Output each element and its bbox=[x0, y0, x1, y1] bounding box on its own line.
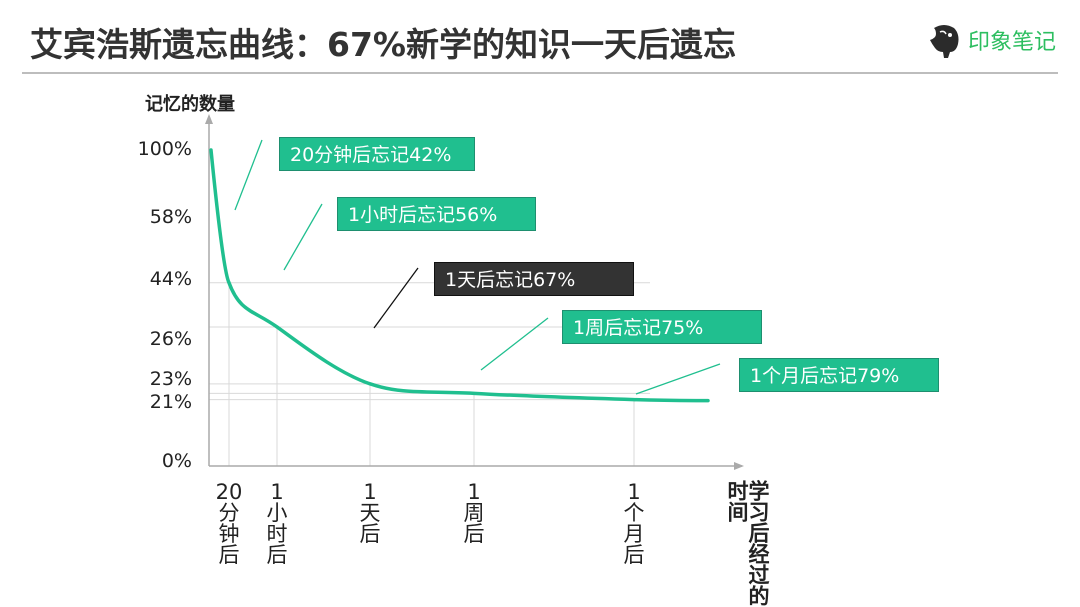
annotation-leader-line bbox=[234, 139, 263, 211]
y-tick-label: 44% bbox=[149, 268, 192, 290]
data-point bbox=[227, 281, 231, 285]
annotation-leader-line bbox=[480, 317, 549, 371]
annotation-leader-line bbox=[635, 363, 721, 395]
x-axis-arrow bbox=[734, 462, 744, 470]
y-tick-label: 0% bbox=[161, 450, 192, 472]
annotation-label: 1天后忘记67% bbox=[434, 262, 634, 296]
annotation-label: 1小时后忘记56% bbox=[337, 197, 536, 231]
annotation-leader-line bbox=[373, 267, 419, 329]
annotation-label: 1个月后忘记79% bbox=[739, 358, 939, 392]
x-tick-label: 20 分钟后 bbox=[215, 480, 243, 567]
data-point bbox=[632, 398, 636, 402]
y-axis-arrow bbox=[205, 114, 213, 124]
header-divider bbox=[22, 72, 1058, 74]
y-tick-label: 100% bbox=[137, 138, 192, 160]
y-axis-label: 记忆的数量 bbox=[145, 94, 235, 115]
x-axis-label: 学习后经过的时间 bbox=[725, 480, 770, 606]
elephant-icon bbox=[929, 25, 959, 58]
y-tick-label: 21% bbox=[149, 391, 192, 413]
annotation-label: 20分钟后忘记42% bbox=[279, 137, 475, 171]
data-point bbox=[368, 382, 372, 386]
data-point bbox=[275, 325, 279, 329]
annotation-leader-line bbox=[283, 203, 323, 271]
y-tick-label: 26% bbox=[149, 328, 192, 350]
data-point bbox=[472, 391, 476, 395]
annotation-label: 1周后忘记75% bbox=[562, 310, 762, 344]
brand-logo: 印象笔记 bbox=[926, 22, 1056, 58]
y-tick-label: 23% bbox=[149, 368, 192, 390]
y-tick-label: 58% bbox=[149, 206, 192, 228]
brand-name: 印象笔记 bbox=[967, 30, 1056, 55]
page-title: 艾宾浩斯遗忘曲线：67%新学的知识一天后遗忘 bbox=[30, 25, 736, 64]
